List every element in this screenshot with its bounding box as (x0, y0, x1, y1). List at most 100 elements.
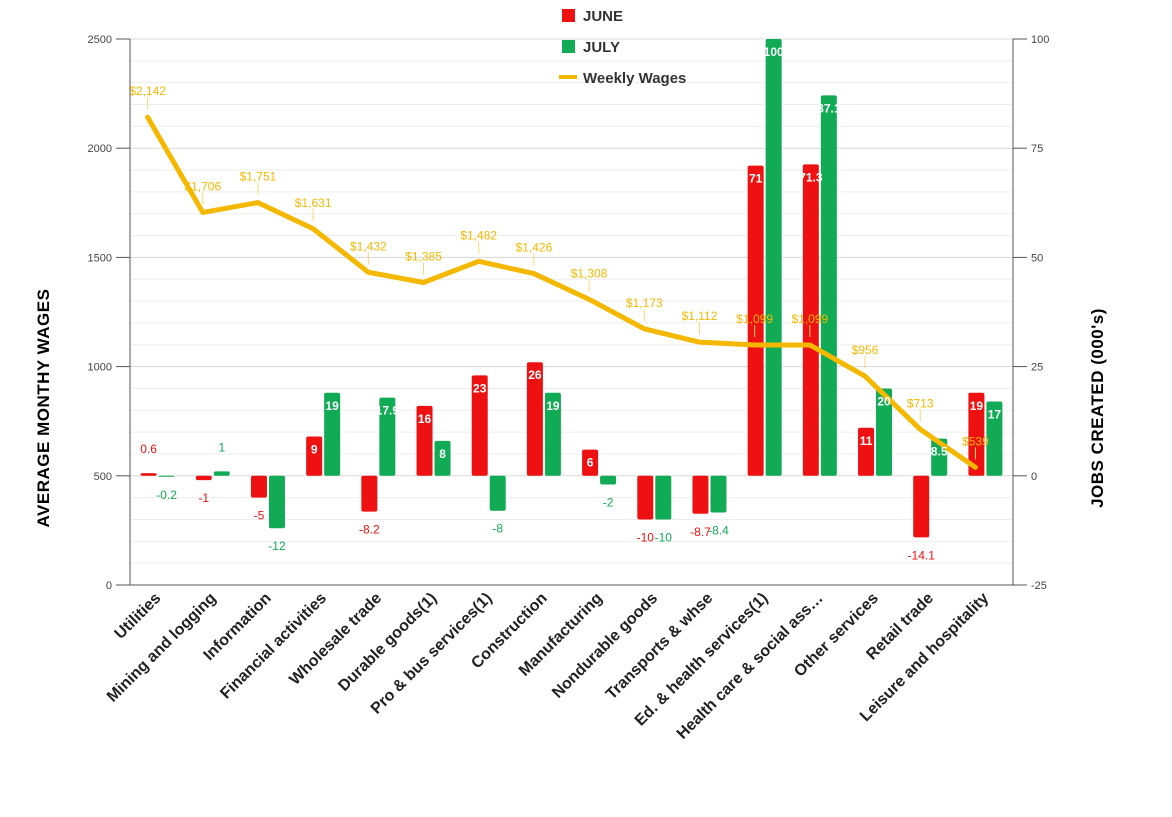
bar-june (968, 392, 985, 476)
wage-label: $1,751 (240, 170, 277, 184)
data-label-july: 20 (877, 394, 891, 408)
data-label-june: 26 (528, 368, 542, 382)
data-label-july: 17 (988, 408, 1002, 422)
legend-label-wages: Weekly Wages (583, 70, 686, 87)
data-label-june: -1 (198, 491, 209, 505)
bar-july (765, 39, 782, 476)
bar-june (250, 475, 267, 498)
data-label-july: 17.9 (376, 404, 400, 418)
legend-swatch-june (562, 9, 575, 22)
y2-axis-title: JOBS CREATED (000's) (1088, 308, 1107, 508)
data-label-july: -0.2 (156, 488, 177, 502)
bar-july (710, 475, 727, 513)
bar-june (306, 436, 323, 476)
bar-june (416, 405, 433, 476)
bar-june (195, 475, 212, 481)
category-label: Wholesale trade (286, 590, 385, 689)
y2-tick-label: 50 (1031, 252, 1043, 264)
category-label: Mining and logging (104, 590, 220, 706)
data-label-june: -5 (254, 509, 265, 523)
wage-label: $1,099 (791, 312, 828, 326)
wage-line-path (145, 114, 978, 470)
legend: JUNE JULY Weekly Wages (559, 8, 686, 87)
data-label-june: -8.7 (690, 525, 711, 539)
wage-label: $956 (852, 343, 879, 357)
bar-july (655, 475, 672, 520)
category-label: Durable goods(1) (335, 590, 440, 695)
bar-june (526, 362, 543, 476)
category-label: Transports & whse (603, 590, 716, 703)
y2-tick-label: 100 (1031, 34, 1049, 46)
wage-label: $1,706 (184, 179, 221, 193)
data-label-july: 19 (325, 399, 339, 413)
data-labels: 0.6 -0.2 -1 1 -5 -12 9 19 -8.2 17.9 16 8 23 -8 26 19 6 -2… (129, 45, 1001, 562)
bar-june (140, 473, 157, 476)
y-tick-label: 2500 (88, 34, 112, 46)
y-tick-label: 1500 (88, 252, 112, 264)
gridlines (130, 38, 1013, 586)
y-tick-label: 1000 (88, 362, 112, 374)
bar-june (471, 375, 488, 476)
bar-july (820, 95, 837, 476)
bar-july (600, 475, 617, 485)
y-tick-label: 500 (94, 471, 112, 483)
bar-july (324, 392, 341, 476)
wage-label: $1,482 (460, 228, 497, 242)
y-tick-label: 0 (106, 580, 112, 592)
wage-label: $1,631 (295, 196, 332, 210)
bar-july (986, 401, 1003, 476)
bar-june (913, 475, 930, 538)
bar-june (361, 475, 378, 512)
wage-label: $713 (907, 396, 934, 410)
y2-tick-label: 0 (1031, 471, 1037, 483)
legend-label-july: JULY (583, 39, 620, 56)
data-label-june: 71 (749, 172, 763, 186)
bar-june (802, 164, 819, 476)
bar-july (268, 475, 285, 529)
bar-june (637, 475, 654, 520)
y2-tick-label: 25 (1031, 362, 1043, 374)
data-label-june: 9 (311, 442, 318, 456)
bar-july (158, 475, 175, 477)
data-label-july: -8.4 (708, 523, 729, 537)
y2-tick-label: 75 (1031, 143, 1043, 155)
bar-july (434, 440, 451, 476)
data-label-july: 19 (546, 399, 560, 413)
wage-label: $1,426 (516, 241, 553, 255)
data-label-june: 0.6 (140, 442, 157, 456)
data-label-july: 87.1 (817, 101, 841, 115)
data-label-june: -10 (637, 530, 655, 544)
bar-june (692, 475, 709, 514)
y-tick-label: 2000 (88, 143, 112, 155)
data-label-june: -14.1 (908, 548, 936, 562)
bars (140, 39, 1003, 538)
data-label-june: 16 (418, 412, 432, 426)
bar-july (876, 388, 893, 476)
data-label-june: 19 (970, 399, 984, 413)
data-label-june: -8.2 (359, 523, 380, 537)
wage-label: $1,385 (405, 250, 442, 264)
data-label-june: 23 (473, 381, 487, 395)
axes: 0 500 1000 1500 2000 2500 -25 0 25 50 75 100 (88, 34, 1050, 592)
data-label-july: -2 (603, 496, 614, 510)
data-label-june: 11 (860, 434, 873, 448)
category-label: Financial activities (217, 590, 330, 703)
wage-line (145, 97, 978, 470)
wage-label: $539 (962, 434, 989, 448)
data-label-june: 6 (587, 456, 594, 470)
legend-label-june: JUNE (583, 8, 623, 25)
bar-june (747, 165, 764, 476)
wage-label: $1,308 (571, 266, 608, 280)
wage-label: $2,142 (129, 84, 166, 98)
bar-july (544, 392, 561, 476)
bar-june (858, 427, 875, 476)
data-label-july: 1 (218, 440, 225, 454)
bar-july (379, 397, 396, 476)
y-axis-title: AVERAGE MONTHY WAGES (34, 289, 53, 528)
wage-label: $1,173 (626, 296, 663, 310)
category-label: Utilities (112, 590, 165, 643)
bar-july (489, 475, 506, 511)
data-label-july: -10 (655, 530, 673, 544)
